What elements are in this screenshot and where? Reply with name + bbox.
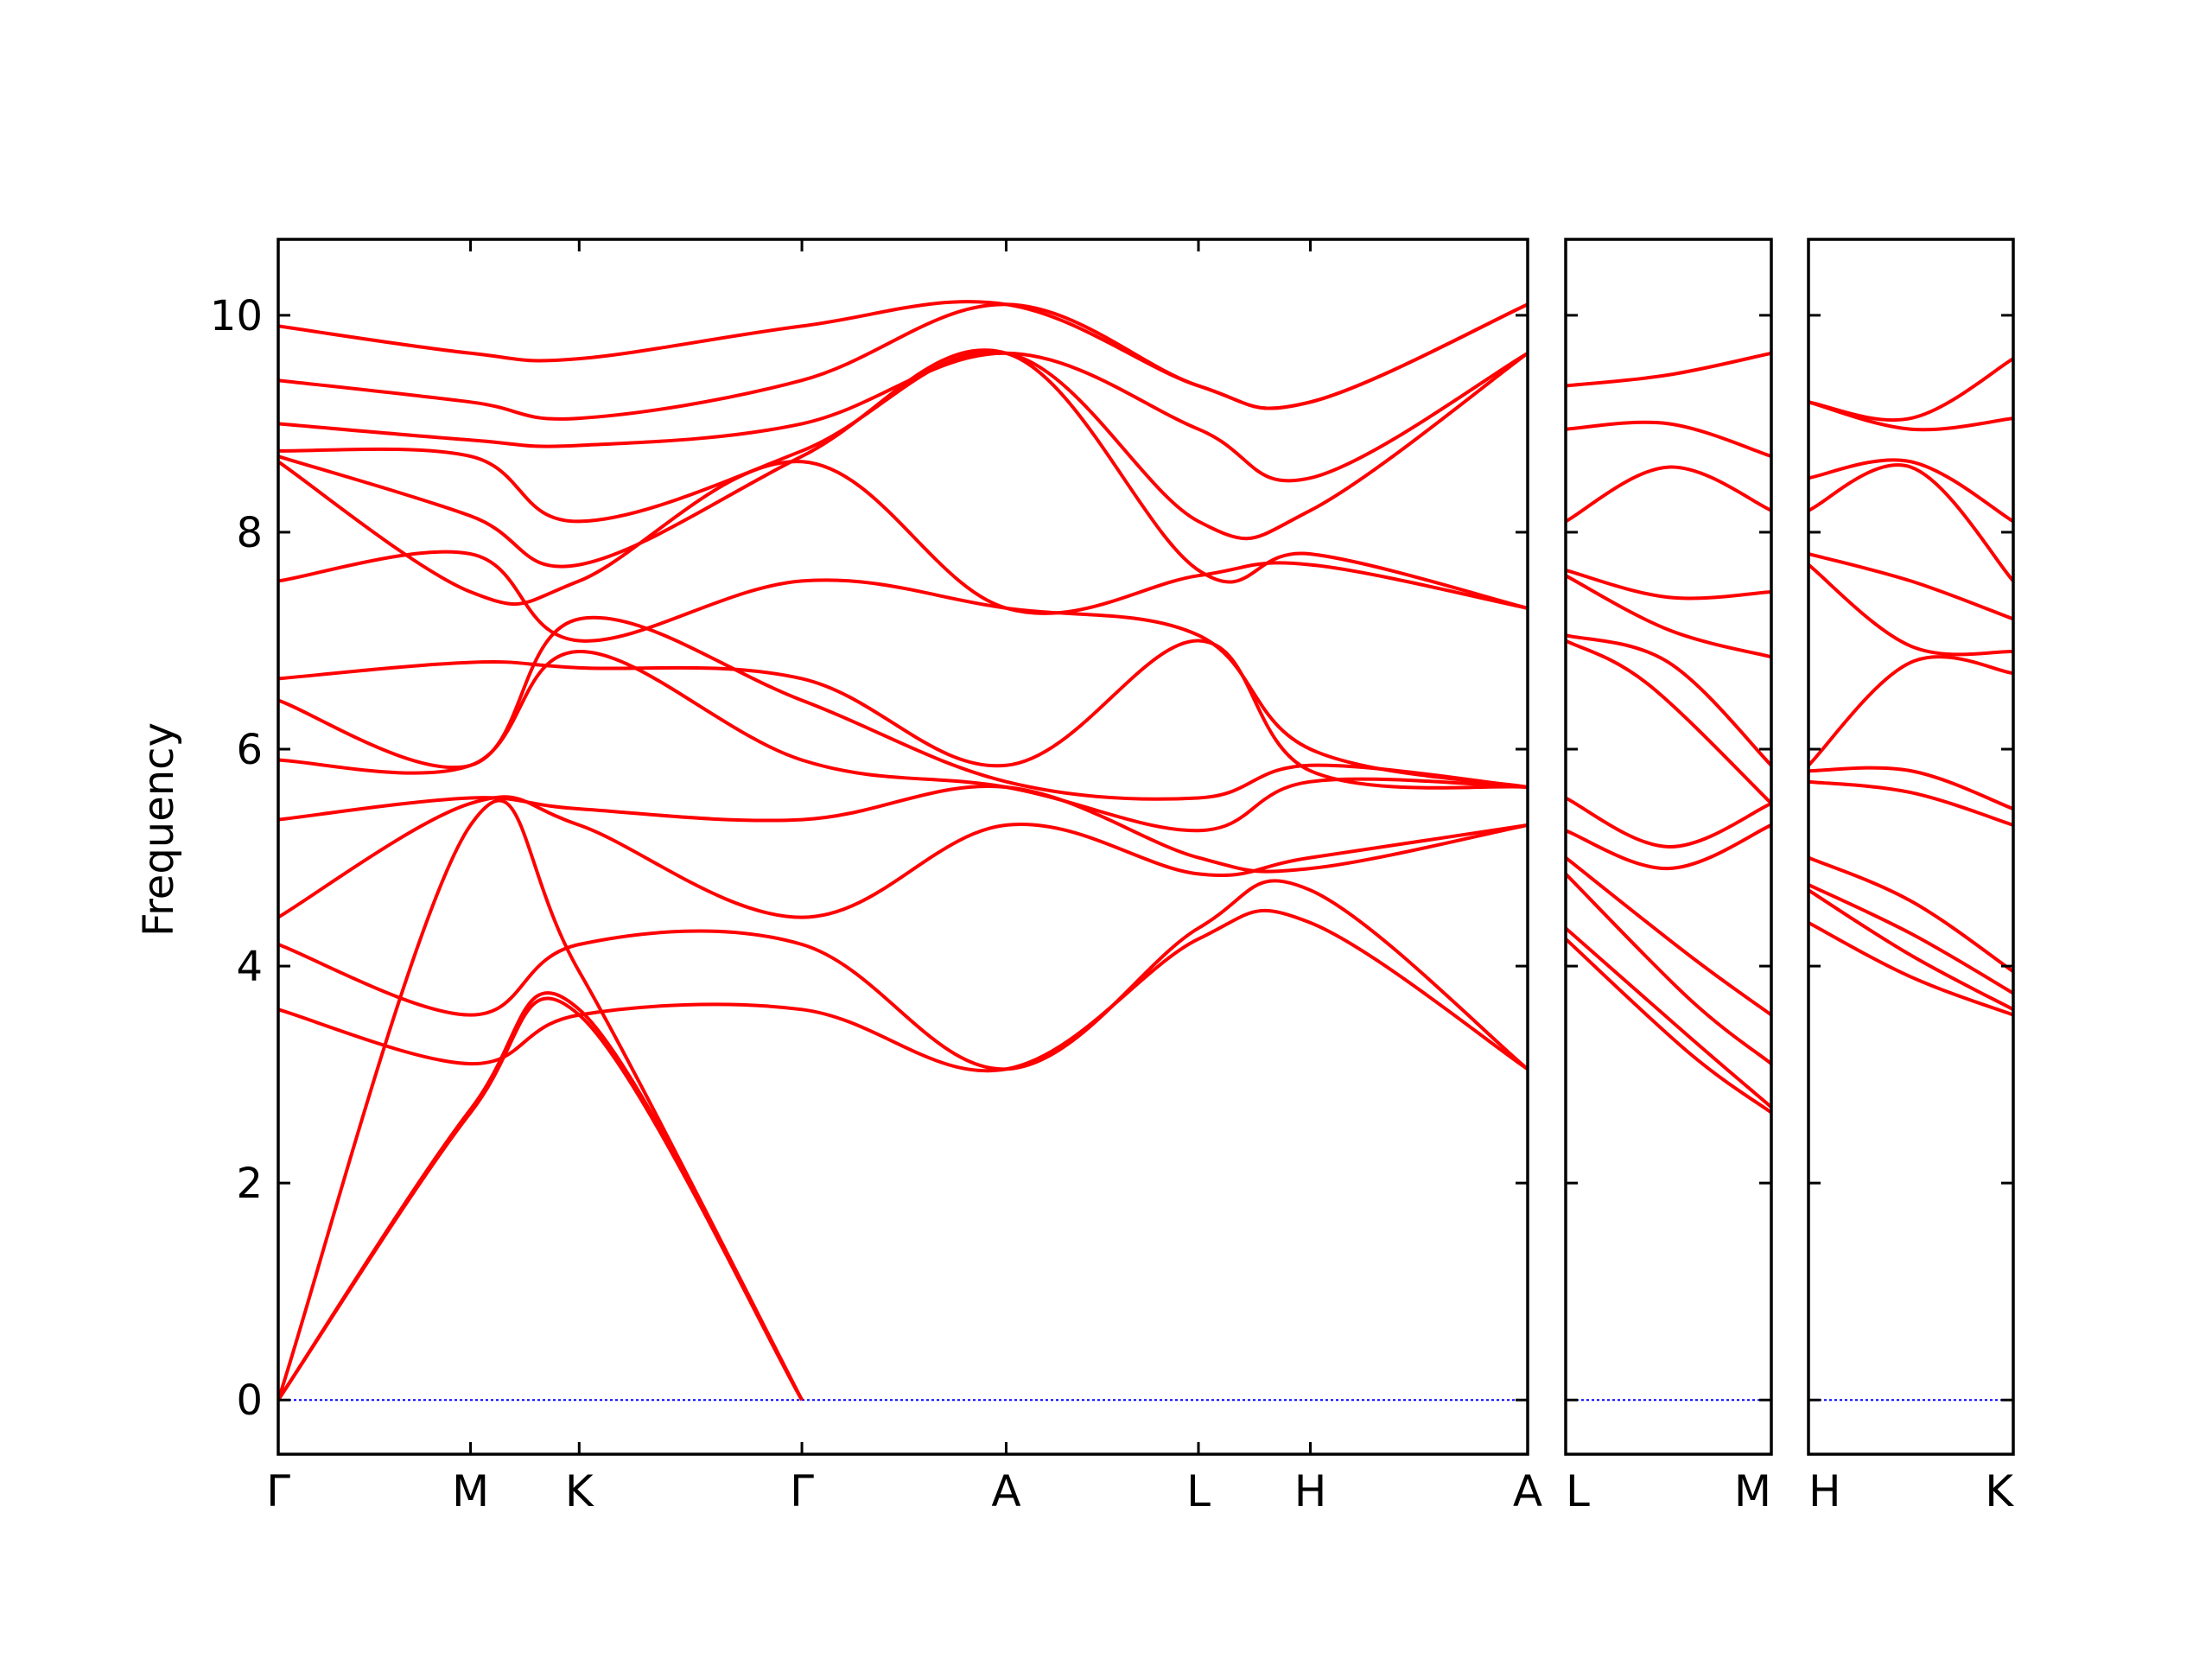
x-tick-label: A xyxy=(991,1466,1020,1516)
y-tick-label: 6 xyxy=(236,726,263,774)
band-line-10 xyxy=(1808,463,2013,582)
x-tick-label: H xyxy=(1294,1466,1327,1516)
band-line-12 xyxy=(1808,400,2013,432)
band-line-4 xyxy=(1566,856,1771,1017)
band-line-9 xyxy=(278,615,1528,801)
x-tick-label: L xyxy=(1566,1466,1590,1516)
band-line-3 xyxy=(278,798,804,1402)
x-tick-label: Γ xyxy=(266,1466,290,1516)
band-line-15 xyxy=(278,351,1528,483)
band-line-14 xyxy=(278,350,1528,541)
band-line-2 xyxy=(278,991,804,1402)
x-tick-label: M xyxy=(452,1466,489,1516)
panel-frame xyxy=(1807,238,2015,1456)
band-line-10 xyxy=(1566,568,1771,601)
y-tick-label: 10 xyxy=(210,292,263,340)
band-line-9 xyxy=(1566,574,1771,659)
band-line-5 xyxy=(278,879,1528,1071)
band-line-1 xyxy=(1808,921,2013,1017)
band-line-7 xyxy=(278,785,1528,874)
x-tick-label: Γ xyxy=(790,1466,814,1516)
band-series-group xyxy=(1808,357,2013,1017)
band-line-11 xyxy=(1808,458,2013,524)
x-tick-label: K xyxy=(1985,1466,2014,1516)
band-line-5 xyxy=(1808,779,2013,827)
band-line-10 xyxy=(278,639,1528,790)
panel-1: 0 2 4 6 8 10 Γ M K Γ A L H A xyxy=(210,238,1542,1516)
band-line-12 xyxy=(1566,420,1771,459)
y-axis-label: Frequency xyxy=(135,722,183,937)
y-tick-label: 0 xyxy=(236,1376,263,1425)
x-tick-label: K xyxy=(565,1466,594,1516)
band-line-17 xyxy=(278,300,1528,410)
band-line-3 xyxy=(1566,872,1771,1065)
band-line-11 xyxy=(1566,465,1771,524)
band-line-5 xyxy=(1566,823,1771,871)
band-series-group xyxy=(278,300,1528,1402)
band-line-13 xyxy=(278,348,1528,610)
y-tick-label: 2 xyxy=(236,1160,263,1208)
band-line-6 xyxy=(1808,766,2013,810)
band-series-group xyxy=(1566,351,1771,1115)
band-line-8 xyxy=(1808,563,2013,657)
band-line-12 xyxy=(278,460,1528,615)
band-line-8 xyxy=(1566,633,1771,767)
band-line-16 xyxy=(278,302,1528,421)
x-tick-label: M xyxy=(1734,1466,1771,1516)
band-line-2 xyxy=(1808,888,2013,1012)
band-line-2 xyxy=(1566,926,1771,1109)
band-line-11 xyxy=(278,550,1528,789)
x-tick-label: A xyxy=(1513,1466,1542,1516)
band-line-6 xyxy=(1566,796,1771,849)
band-line-1 xyxy=(278,996,804,1402)
band-line-1 xyxy=(1566,938,1771,1115)
band-line-6 xyxy=(278,795,1528,919)
x-tick-label: H xyxy=(1808,1466,1841,1516)
y-tick-label: 4 xyxy=(236,943,263,991)
band-line-7 xyxy=(1808,655,2013,767)
panel-frame xyxy=(276,238,1529,1456)
band-line-3 xyxy=(1808,883,2013,995)
band-line-13 xyxy=(1566,351,1771,388)
band-line-13 xyxy=(1808,357,2013,423)
band-line-4 xyxy=(1808,855,2013,974)
band-line-7 xyxy=(1566,639,1771,805)
y-tick-label: 8 xyxy=(236,509,263,557)
x-tick-label: L xyxy=(1186,1466,1211,1516)
band-line-4 xyxy=(278,908,1528,1073)
band-line-9 xyxy=(1808,552,2013,621)
panel-frame xyxy=(1564,238,1773,1456)
